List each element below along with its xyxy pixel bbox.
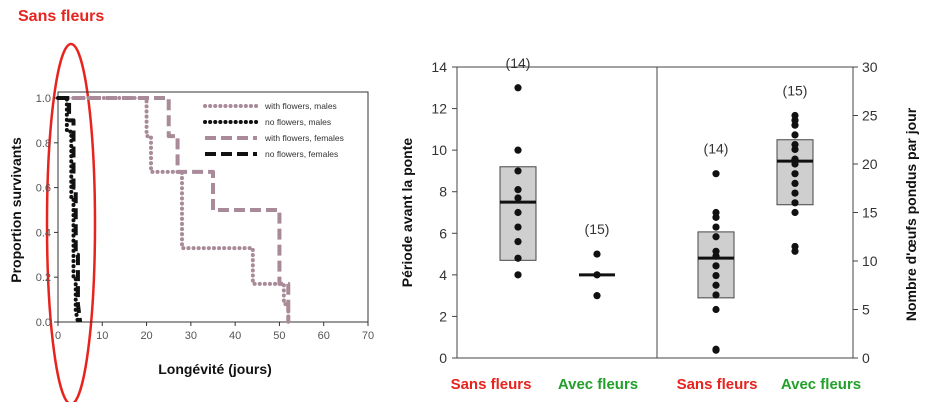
x-tick-label: 60: [318, 330, 330, 342]
data-point: [593, 292, 601, 300]
data-point: [712, 170, 720, 178]
data-point: [791, 199, 799, 207]
data-point: [514, 271, 522, 279]
left-y-tick-label: 8: [439, 184, 447, 200]
left-y-tick-label: 12: [431, 101, 447, 117]
data-point: [712, 247, 720, 255]
data-point: [514, 146, 522, 154]
x-tick-label: 50: [273, 330, 285, 342]
left-y-tick-label: 0: [439, 350, 447, 366]
sample-size-label-4: (15): [783, 83, 808, 99]
data-point: [791, 170, 799, 178]
data-point: [712, 208, 720, 217]
category-label-4: Avec fleurs: [781, 376, 861, 393]
x-tick-label: 20: [140, 330, 152, 342]
y-tick-label: 1.0: [36, 93, 51, 105]
data-point: [514, 194, 522, 202]
data-point: [791, 155, 799, 163]
box-chart: 0 2 4 6 8 10 12 14 0 5 10 15 20 25 30 Période avant la …: [399, 55, 919, 393]
data-point: [712, 223, 720, 231]
highlight-ellipse: [45, 42, 97, 402]
y-tick-label: 0.8: [36, 138, 51, 150]
x-tick-label: 40: [229, 330, 241, 342]
right-y-tick-label: 20: [862, 156, 878, 172]
data-point: [791, 141, 799, 149]
series-line-3: [58, 96, 291, 322]
data-point: [791, 208, 799, 217]
data-point: [712, 305, 720, 314]
data-point: [791, 111, 799, 120]
left-y-tick-label: 14: [431, 59, 447, 75]
x-tick-label: 70: [362, 330, 374, 342]
data-point: [514, 208, 522, 217]
right-y-tick-label: 30: [862, 59, 878, 75]
data-point: [712, 262, 720, 270]
right-y-tick-label: 15: [862, 205, 878, 221]
y-tick-label: 0.0: [36, 317, 51, 329]
data-point: [791, 179, 799, 187]
data-point: [514, 223, 522, 231]
data-point: [593, 271, 601, 279]
left-y-tick-label: 10: [431, 142, 447, 158]
data-point: [712, 345, 720, 353]
right-y-tick-label: 25: [862, 108, 878, 124]
left-y-tick-label: 6: [439, 225, 447, 241]
left-y-tick-label: 2: [439, 308, 447, 324]
left-y-tick-label: 4: [439, 267, 447, 283]
data-point: [791, 242, 799, 251]
y-tick-label: 0.2: [36, 272, 51, 284]
data-point: [514, 84, 522, 92]
x-tick-label: 30: [185, 330, 197, 342]
x-tick-label: 10: [96, 330, 108, 342]
y-tick-label: 0.6: [36, 183, 51, 195]
data-point: [514, 167, 522, 175]
data-point: [712, 281, 720, 289]
sample-size-label-3: (14): [704, 141, 729, 157]
category-label-3: Sans fleurs: [677, 376, 758, 393]
legend-label-1: with flowers, males: [264, 101, 337, 111]
sample-size-label-2: (15): [585, 221, 610, 237]
right-y-tick-label: 0: [862, 350, 870, 366]
series-line-4: [58, 96, 83, 323]
left-y-axis-label: Période avant la ponte: [399, 138, 415, 288]
data-point: [791, 131, 799, 139]
data-point: [712, 233, 720, 241]
legend-label-4: no flowers, females: [265, 149, 338, 159]
y-axis-label: Proportion survivants: [8, 137, 24, 283]
sample-size-label-1: (14): [506, 55, 531, 71]
data-point: [514, 186, 522, 194]
plot-frame: [57, 91, 369, 323]
survival-chart: 0 10 20 30 40 50 60 70 0.0 0.2 0.4 0.6 0.8 1.0 Longévi…: [8, 91, 374, 377]
right-y-tick-label: 5: [862, 302, 870, 318]
data-point: [712, 291, 720, 299]
legend-label-2: no flowers, males: [265, 117, 331, 127]
category-label-1: Sans fleurs: [451, 376, 532, 393]
data-point: [593, 250, 601, 258]
data-point: [712, 271, 720, 280]
series-line-1: [56, 96, 291, 324]
x-axis-label: Longévité (jours): [158, 361, 272, 377]
data-point: [514, 238, 522, 246]
x-tick-label: 0: [55, 330, 61, 342]
data-point: [791, 189, 799, 197]
annotation-title: Sans fleurs: [18, 8, 104, 25]
data-point: [514, 254, 522, 262]
right-y-axis-label: Nombre d'œufs pondus par jour: [903, 107, 919, 321]
legend-label-3: with flowers, females: [264, 133, 344, 143]
right-y-tick-label: 10: [862, 253, 878, 269]
series-line-2: [56, 96, 80, 324]
y-tick-label: 0.4: [36, 227, 51, 239]
category-label-2: Avec fleurs: [558, 376, 638, 393]
